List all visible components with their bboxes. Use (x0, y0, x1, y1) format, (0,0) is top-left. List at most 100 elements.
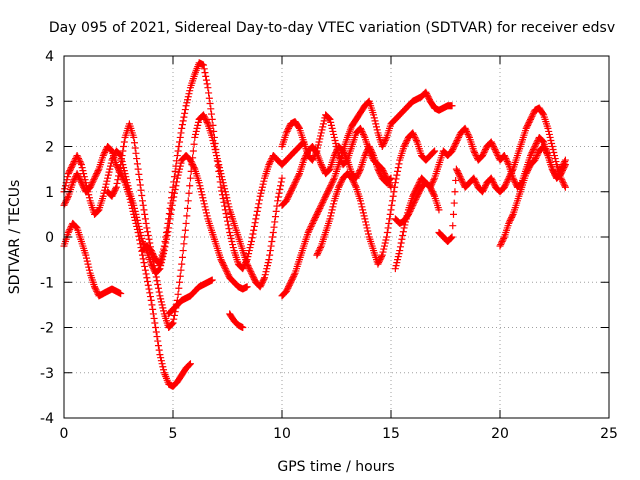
data-point (523, 123, 531, 131)
data-point (337, 179, 345, 187)
data-point (168, 320, 176, 328)
data-point (382, 135, 390, 143)
data-point (524, 167, 532, 175)
data-point (274, 193, 282, 201)
data-point (202, 206, 210, 214)
data-point (530, 144, 538, 152)
series-track-7 (165, 276, 216, 318)
data-point (318, 162, 326, 170)
data-point (65, 227, 73, 235)
data-point (290, 180, 298, 188)
data-point (253, 207, 261, 215)
series-track-10 (278, 143, 395, 209)
data-point (391, 179, 399, 187)
data-point (380, 138, 388, 146)
data-point (287, 188, 295, 196)
data-point (225, 225, 233, 233)
data-point (63, 195, 71, 203)
data-point (531, 156, 539, 164)
data-point (319, 165, 327, 173)
data-point (152, 269, 160, 277)
data-point (185, 90, 193, 98)
data-point (220, 262, 228, 270)
data-point (528, 112, 536, 120)
data-point (463, 129, 471, 137)
data-point (319, 164, 327, 172)
data-point (260, 275, 268, 283)
data-point (192, 127, 200, 135)
data-point (224, 217, 231, 225)
data-point (330, 152, 338, 160)
y-axis-label: SDTVAR / TECUs (7, 180, 23, 295)
data-point (339, 147, 347, 155)
data-point (330, 133, 338, 141)
data-point (148, 301, 156, 309)
data-point (201, 203, 209, 211)
data-point (327, 121, 335, 129)
data-point (559, 165, 567, 173)
data-point (314, 141, 322, 149)
data-point (409, 129, 417, 137)
data-point (358, 203, 366, 211)
data-point (372, 123, 380, 131)
data-point (202, 209, 210, 217)
data-point (249, 272, 257, 280)
data-point (170, 315, 178, 323)
data-point (335, 183, 343, 191)
data-point (85, 266, 93, 274)
data-point (258, 183, 266, 191)
data-point (290, 272, 298, 280)
data-point (140, 206, 148, 214)
data-point (152, 273, 160, 281)
data-point (250, 222, 258, 230)
data-point (213, 157, 221, 165)
data-point (155, 346, 163, 354)
data-point (181, 233, 189, 241)
series-track-3 (60, 143, 194, 390)
data-point (198, 191, 206, 199)
data-point (492, 149, 500, 157)
data-point (105, 168, 113, 176)
data-point (258, 186, 266, 194)
data-point (377, 254, 385, 262)
data-point (169, 319, 177, 327)
data-point (322, 191, 330, 199)
data-point (321, 194, 329, 202)
y-tick-label: 0 (45, 230, 54, 246)
data-point (393, 259, 401, 267)
data-point (168, 189, 176, 197)
data-point (391, 183, 399, 191)
data-point (146, 289, 154, 297)
data-point (131, 144, 139, 152)
series-track-13 (435, 104, 569, 246)
data-point (75, 156, 83, 164)
data-point (427, 185, 435, 193)
data-point (184, 197, 192, 205)
data-point (504, 159, 512, 167)
data-point (242, 257, 250, 265)
data-point (206, 100, 214, 108)
data-point (247, 269, 255, 277)
data-point (455, 133, 463, 141)
data-point (382, 236, 390, 244)
data-point (390, 188, 398, 196)
data-point (508, 213, 516, 221)
data-point (532, 141, 540, 149)
data-point (93, 287, 101, 295)
data-point (107, 146, 115, 154)
data-point (507, 170, 515, 178)
data-point (327, 209, 335, 217)
data-point (481, 147, 489, 155)
data-point (218, 259, 226, 267)
data-point (145, 285, 153, 293)
data-point (471, 150, 479, 158)
data-point (69, 179, 77, 187)
data-point (412, 136, 420, 144)
data-point (91, 284, 99, 292)
data-point (333, 147, 340, 155)
data-point (551, 170, 558, 178)
data-point (369, 150, 377, 158)
y-tick-label: -1 (40, 275, 54, 291)
data-point (69, 177, 77, 185)
data-point (548, 139, 556, 147)
